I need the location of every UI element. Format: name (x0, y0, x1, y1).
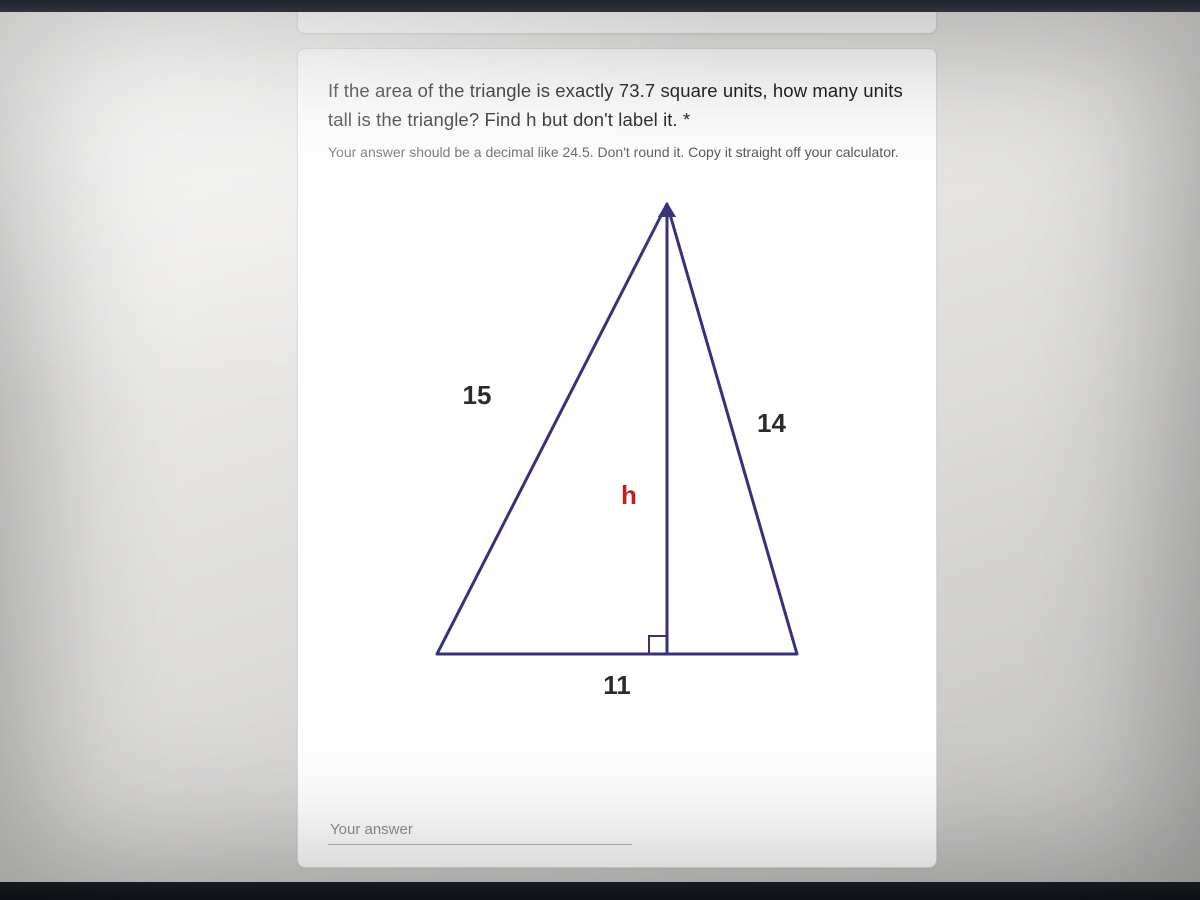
taskbar-sliver (0, 882, 1200, 900)
triangle-diagram: 15 14 11 h (377, 174, 857, 734)
label-left-side: 15 (463, 380, 492, 410)
question-prompt: If the area of the triangle is exactly 7… (328, 77, 906, 134)
question-card: If the area of the triangle is exactly 7… (297, 48, 937, 868)
label-height: h (621, 480, 637, 510)
bezel-top (0, 0, 1200, 12)
screen-area: If the area of the triangle is exactly 7… (0, 12, 1200, 900)
previous-card-sliver (297, 12, 937, 34)
question-hint: Your answer should be a decimal like 24.… (328, 144, 906, 160)
answer-input[interactable] (328, 815, 632, 845)
figure-container: 15 14 11 h (328, 174, 906, 734)
answer-row (328, 815, 628, 845)
label-base: 11 (603, 670, 631, 700)
label-right-side: 14 (757, 408, 786, 438)
